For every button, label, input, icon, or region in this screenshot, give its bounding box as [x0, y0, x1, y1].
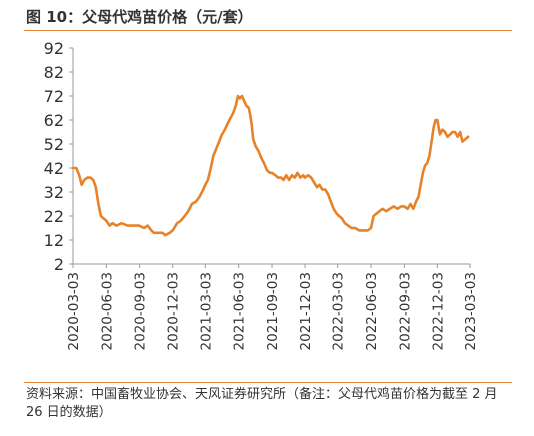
x-tick-label: 2022-09-03 — [397, 272, 413, 350]
y-tick-label: 72 — [44, 87, 64, 106]
x-tick-label: 2022-06-03 — [364, 272, 380, 350]
x-tick-label: 2021-06-03 — [232, 272, 248, 350]
x-tick-label: 2020-03-03 — [66, 272, 82, 350]
y-tick-label: 12 — [44, 231, 64, 250]
source-note: 资料来源：中国畜牧业协会、天风证券研究所（备注：父母代鸡苗价格为截至 2 月 2… — [26, 387, 498, 420]
x-tick-label: 2020-06-03 — [99, 272, 115, 350]
x-tick-label: 2021-09-03 — [265, 272, 281, 350]
y-ticks: 2 12 22 32 42 52 62 72 82 92 — [44, 39, 73, 274]
x-tick-label: 2022-03-03 — [331, 272, 347, 350]
price-series-line — [71, 94, 470, 237]
x-tick-label: 2023-03-03 — [463, 272, 479, 350]
title-divider — [24, 30, 512, 31]
x-ticks: 2020-03-03 2020-06-03 2020-09-03 2020-12-03… — [66, 264, 479, 350]
y-tick-label: 2 — [54, 255, 64, 274]
x-tick-label: 2020-12-03 — [166, 272, 182, 350]
x-tick-label: 2021-12-03 — [298, 272, 314, 350]
chart-title: 图 10：父母代鸡苗价格（元/套） — [26, 8, 253, 26]
source-divider — [24, 382, 512, 383]
y-tick-label: 92 — [44, 39, 64, 58]
y-tick-label: 52 — [44, 135, 64, 154]
x-tick-label: 2021-03-03 — [198, 272, 214, 350]
y-tick-label: 32 — [44, 183, 64, 202]
y-tick-label: 22 — [44, 207, 64, 226]
x-tick-label: 2020-09-03 — [133, 272, 149, 350]
y-tick-label: 82 — [44, 63, 64, 82]
y-tick-label: 42 — [44, 159, 64, 178]
x-tick-label: 2022-12-03 — [430, 272, 446, 350]
y-tick-label: 62 — [44, 111, 64, 130]
